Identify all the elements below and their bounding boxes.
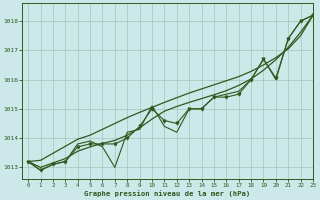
X-axis label: Graphe pression niveau de la mer (hPa): Graphe pression niveau de la mer (hPa) [84, 190, 251, 197]
